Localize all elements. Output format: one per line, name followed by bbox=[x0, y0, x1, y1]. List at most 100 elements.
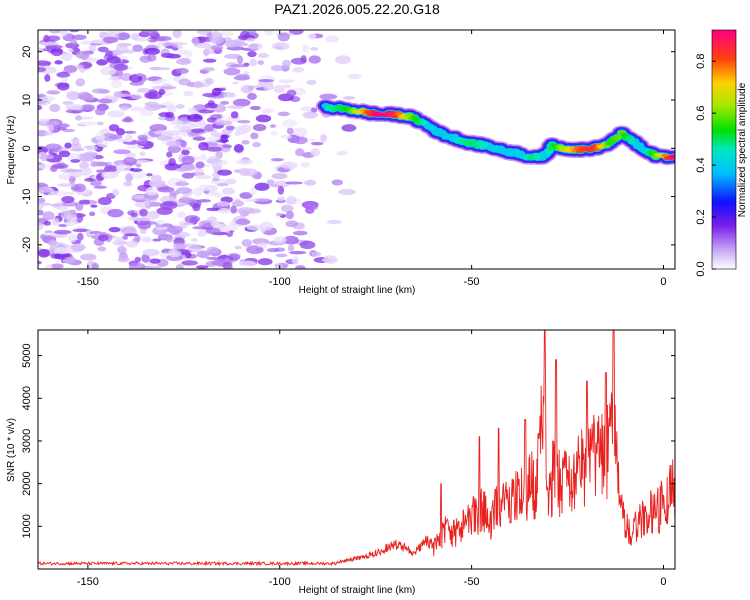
noise-blob bbox=[148, 201, 162, 207]
noise-blob bbox=[64, 221, 76, 227]
noise-blob bbox=[291, 256, 300, 265]
spectrogram-x-ticks: -150 -100 -50 0 bbox=[77, 30, 667, 288]
noise-blob bbox=[131, 170, 146, 179]
noise-blob bbox=[211, 87, 222, 96]
noise-blob bbox=[184, 50, 193, 58]
noise-blob bbox=[206, 146, 223, 152]
noise-blob bbox=[115, 164, 131, 172]
noise-blob bbox=[235, 125, 249, 135]
noise-blob bbox=[236, 73, 250, 78]
noise-blob bbox=[149, 66, 164, 71]
noise-blob bbox=[83, 121, 97, 126]
noise-blob bbox=[57, 82, 70, 91]
noise-blob bbox=[94, 107, 106, 116]
noise-blob bbox=[280, 161, 298, 170]
noise-blob bbox=[275, 263, 283, 269]
noise-blob bbox=[144, 47, 160, 56]
noise-blob bbox=[38, 260, 42, 265]
noise-blob bbox=[75, 50, 90, 60]
colorbar-tick-label: 0.6 bbox=[695, 105, 707, 120]
noise-blob bbox=[167, 145, 181, 154]
noise-blob bbox=[169, 190, 180, 196]
noise-blob bbox=[232, 98, 251, 107]
noise-blob bbox=[227, 253, 241, 261]
noise-blob bbox=[236, 55, 244, 65]
noise-blob bbox=[181, 260, 198, 266]
noise-blob bbox=[241, 140, 250, 145]
noise-blob bbox=[145, 186, 159, 196]
noise-blob bbox=[166, 151, 173, 158]
noise-blob bbox=[143, 265, 162, 269]
noise-blob bbox=[38, 202, 44, 210]
noise-blob bbox=[304, 179, 317, 186]
noise-blob bbox=[257, 52, 270, 59]
noise-blob bbox=[211, 30, 220, 38]
noise-blob bbox=[276, 196, 286, 202]
noise-blob bbox=[215, 114, 223, 119]
noise-blob bbox=[80, 253, 97, 261]
snr-ytick-label: 4000 bbox=[21, 386, 33, 410]
noise-blob bbox=[308, 55, 321, 64]
noise-blob bbox=[285, 210, 294, 220]
noise-blob bbox=[130, 168, 143, 172]
noise-blob bbox=[88, 43, 96, 53]
spectrogram-xtick-label: -100 bbox=[269, 276, 291, 288]
noise-blob bbox=[247, 208, 262, 214]
snr-panel: -150 -100 -50 0 1000 2000 3000 4000 5000 Height… bbox=[6, 329, 676, 596]
noise-blob bbox=[202, 67, 215, 72]
noise-blob bbox=[252, 123, 267, 132]
noise-blob bbox=[206, 246, 219, 254]
noise-blob bbox=[233, 143, 244, 153]
noise-blob bbox=[124, 152, 136, 159]
noise-blob bbox=[79, 104, 96, 111]
noise-blob bbox=[140, 30, 158, 37]
noise-blob bbox=[174, 124, 192, 131]
noise-blob bbox=[247, 42, 263, 50]
noise-blob bbox=[250, 105, 261, 111]
noise-blob bbox=[61, 195, 75, 203]
noise-blob bbox=[282, 235, 299, 245]
noise-blob bbox=[176, 232, 191, 238]
noise-blob bbox=[299, 240, 316, 250]
noise-blob bbox=[271, 172, 288, 180]
noise-blob bbox=[300, 162, 310, 168]
noise-blob bbox=[186, 113, 203, 122]
noise-blob bbox=[166, 140, 182, 147]
noise-blob bbox=[266, 247, 280, 253]
noise-blob bbox=[84, 177, 94, 182]
noise-blob bbox=[198, 220, 216, 228]
noise-blob bbox=[199, 153, 207, 161]
noise-blob bbox=[246, 224, 264, 231]
noise-blob bbox=[270, 158, 284, 162]
noise-blob bbox=[309, 47, 319, 51]
noise-blob bbox=[331, 179, 344, 186]
noise-blob bbox=[96, 141, 109, 148]
noise-blob bbox=[209, 35, 224, 45]
noise-blob bbox=[126, 145, 145, 149]
noise-blob bbox=[57, 183, 75, 187]
colorbar-label: Normalized spectral amplitude bbox=[737, 82, 748, 217]
noise-blob bbox=[300, 55, 307, 63]
noise-blob bbox=[146, 173, 153, 177]
noise-blob bbox=[195, 174, 212, 180]
spectrogram-y-label: Frequency (Hz) bbox=[6, 116, 17, 185]
noise-blob bbox=[184, 215, 201, 224]
snr-xtick-label: -100 bbox=[269, 576, 291, 588]
noise-blob bbox=[132, 159, 150, 164]
spectrogram-ytick-label: 10 bbox=[21, 94, 33, 106]
noise-blob bbox=[192, 187, 204, 197]
noise-blob bbox=[285, 181, 304, 185]
noise-blob bbox=[238, 260, 257, 267]
noise-blob bbox=[44, 74, 51, 82]
noise-blob bbox=[194, 168, 204, 177]
noise-blob bbox=[130, 212, 138, 218]
noise-blob bbox=[75, 202, 84, 211]
noise-blob bbox=[264, 107, 274, 114]
noise-blob bbox=[38, 186, 54, 193]
noise-blob bbox=[203, 77, 215, 86]
noise-blob bbox=[175, 181, 190, 187]
noise-blob bbox=[91, 88, 108, 94]
noise-blob bbox=[205, 227, 221, 235]
